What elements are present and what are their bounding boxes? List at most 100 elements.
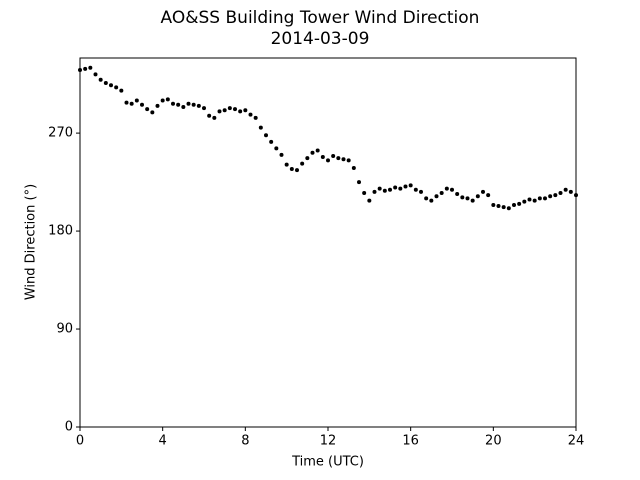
point [346,158,351,163]
point [501,205,506,210]
point [429,198,434,203]
point [408,183,413,188]
point [264,133,268,138]
chart-title: AO&SS Building Tower Wind Direction [161,8,480,28]
point [155,103,160,108]
point [238,109,243,114]
point [134,98,139,103]
point [532,198,537,203]
point [548,194,553,199]
y-tick-label: 270 [48,126,73,141]
point [88,65,93,70]
point [305,156,310,161]
point [181,104,186,109]
point [119,88,124,93]
point [351,165,356,170]
point [486,193,491,198]
point [506,206,511,211]
point [512,202,516,207]
point [295,168,299,173]
point [491,202,496,207]
point [357,180,361,185]
point [481,189,485,194]
point [109,83,113,88]
point [217,109,222,114]
point [233,107,237,112]
point [196,103,201,108]
point [496,204,501,209]
point [424,196,429,201]
point [403,184,408,189]
point [367,198,372,203]
point [537,196,542,201]
x-axis-label: Time (UTC) [291,455,364,470]
point [171,101,175,106]
chart-subtitle: 2014-03-09 [271,29,370,49]
point [289,167,294,172]
point [150,110,155,115]
point [165,97,170,102]
point [253,115,258,120]
point [129,101,134,106]
point [460,195,465,200]
point [140,102,144,107]
point [326,158,330,163]
point [527,197,532,202]
point [284,162,289,167]
point [413,187,418,192]
y-axis-label: Wind Direction (°) [24,184,39,300]
point [377,186,382,191]
point [398,186,403,191]
point [341,157,346,162]
point [362,190,367,195]
point [315,148,320,153]
point [145,107,150,112]
point [243,108,248,113]
point [475,194,480,199]
x-tick-label: 16 [402,434,419,449]
point [393,185,398,190]
point [331,153,336,158]
point [191,102,196,107]
point [207,113,212,118]
point [279,152,284,157]
point [248,112,253,117]
point [227,106,232,111]
x-tick-label: 0 [76,434,84,449]
point [419,189,423,194]
y-tick-label: 180 [48,224,73,239]
point [517,201,522,206]
point [176,102,181,107]
point [388,187,392,192]
x-tick-label: 12 [320,434,337,449]
point [563,187,568,192]
point [258,125,263,130]
point [450,187,454,192]
point [434,194,439,199]
point [553,193,558,198]
point [444,186,449,191]
x-tick-label: 20 [485,434,502,449]
point [465,196,470,201]
point [124,100,129,105]
plot-frame [79,57,577,428]
point [202,106,206,111]
point [98,77,103,82]
point [336,156,341,161]
point [93,72,98,77]
point [543,196,547,201]
point [568,189,573,194]
point [320,155,325,160]
point [470,198,475,203]
point [382,188,387,193]
point [186,101,191,106]
point [558,190,563,195]
point [212,115,217,120]
point [114,85,119,90]
point [83,66,88,71]
point [522,199,527,204]
point [269,139,274,144]
point [222,108,227,113]
